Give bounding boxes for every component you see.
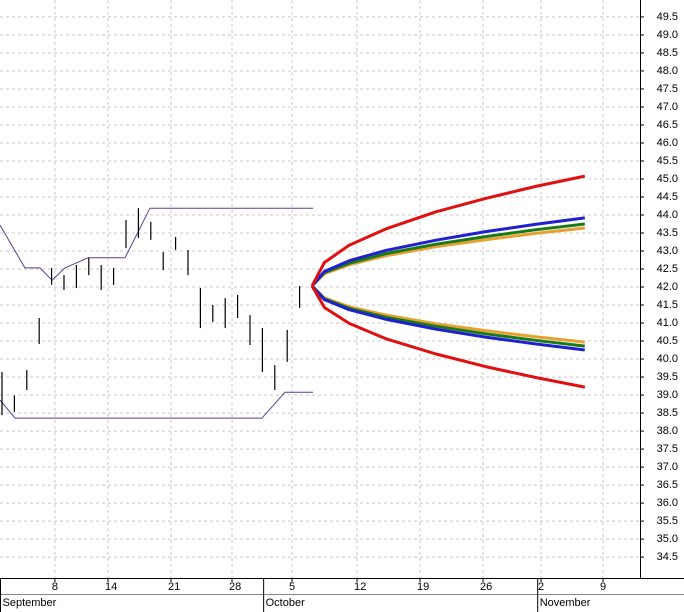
y-tick-label: 48.5	[657, 47, 678, 59]
y-tick-label: 41.5	[657, 299, 678, 311]
x-tick-label: 5	[289, 581, 295, 593]
forecast-line	[310, 216, 585, 287]
forecast-line	[310, 174, 586, 287]
y-tick-label: 49.5	[657, 11, 678, 23]
y-tick-label: 49.0	[657, 29, 678, 41]
x-tick-label: 2	[538, 581, 544, 593]
y-tick-label: 35.0	[657, 533, 678, 545]
forecast-line	[310, 284, 585, 352]
y-tick-label: 40.0	[657, 353, 678, 365]
y-tick-label: 48.0	[657, 65, 678, 77]
x-tick-label: 21	[168, 581, 180, 593]
y-tick-label: 45.5	[657, 155, 678, 167]
y-tick-label: 42.0	[657, 281, 678, 293]
y-tick-label: 41.0	[657, 317, 678, 329]
y-tick-label: 34.5	[657, 551, 678, 563]
y-tick-label: 45.0	[657, 173, 678, 185]
y-tick-label: 43.5	[657, 227, 678, 239]
y-tick-label: 47.0	[657, 101, 678, 113]
y-tick-label: 42.5	[657, 263, 678, 275]
x-tick-label: 12	[354, 581, 366, 593]
y-tick-label: 43.0	[657, 245, 678, 257]
y-tick-label: 40.5	[657, 335, 678, 347]
x-tick-label: 8	[52, 581, 58, 593]
forecast-line	[310, 285, 586, 389]
y-tick-label: 47.5	[657, 83, 678, 95]
envelope-line	[0, 391, 313, 419]
y-tick-label: 39.0	[657, 389, 678, 401]
x-tick-label: 9	[600, 581, 606, 593]
month-label: September	[3, 597, 57, 609]
y-tick-label: 36.0	[657, 497, 678, 509]
y-tick-label: 37.0	[657, 461, 678, 473]
y-tick-label: 44.5	[657, 191, 678, 203]
y-tick-label: 37.5	[657, 443, 678, 455]
y-tick-label: 44.0	[657, 209, 678, 221]
envelope-line	[0, 207, 313, 281]
month-label: November	[540, 597, 591, 609]
y-tick-label: 46.5	[657, 119, 678, 131]
y-tick-label: 46.0	[657, 137, 678, 149]
month-label: October	[266, 597, 305, 609]
x-tick-label: 19	[417, 581, 429, 593]
y-tick-label: 38.5	[657, 407, 678, 419]
x-tick-label: 14	[105, 581, 117, 593]
x-tick-label: 26	[480, 581, 492, 593]
y-tick-label: 39.5	[657, 371, 678, 383]
y-tick-label: 35.5	[657, 515, 678, 527]
y-tick-label: 36.5	[657, 479, 678, 491]
x-tick-label: 28	[229, 581, 241, 593]
y-tick-label: 38.0	[657, 425, 678, 437]
